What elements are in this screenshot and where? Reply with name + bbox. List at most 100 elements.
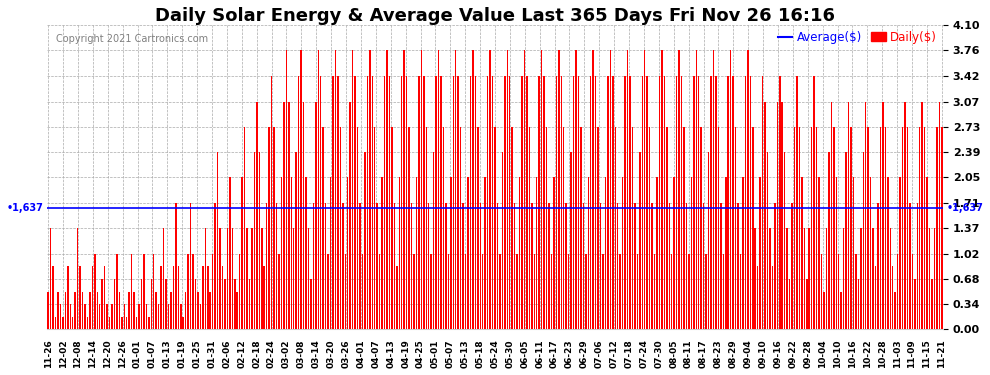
Bar xyxy=(529,127,530,330)
Bar xyxy=(187,254,189,330)
Bar xyxy=(131,254,133,330)
Bar xyxy=(185,292,186,330)
Bar xyxy=(457,76,459,330)
Bar xyxy=(799,127,800,330)
Bar xyxy=(222,266,223,330)
Bar xyxy=(882,102,884,330)
Bar xyxy=(640,152,641,330)
Bar xyxy=(162,228,164,330)
Bar xyxy=(637,254,639,330)
Bar xyxy=(701,127,702,330)
Bar xyxy=(796,76,798,330)
Bar xyxy=(909,202,911,330)
Bar xyxy=(215,202,216,330)
Bar xyxy=(924,127,926,330)
Bar xyxy=(258,152,260,330)
Bar xyxy=(620,254,621,330)
Bar xyxy=(919,127,921,330)
Bar xyxy=(139,304,140,330)
Bar xyxy=(389,76,390,330)
Bar xyxy=(469,76,471,330)
Bar xyxy=(308,228,309,330)
Bar xyxy=(116,254,118,330)
Bar xyxy=(539,76,540,330)
Bar xyxy=(880,127,881,330)
Bar xyxy=(693,76,695,330)
Bar xyxy=(877,202,879,330)
Text: •1,637: •1,637 xyxy=(6,203,44,213)
Bar xyxy=(205,228,206,330)
Bar xyxy=(519,177,521,330)
Bar xyxy=(155,292,157,330)
Bar xyxy=(829,152,830,330)
Bar xyxy=(592,50,594,330)
Bar xyxy=(676,76,677,330)
Bar xyxy=(560,76,562,330)
Bar xyxy=(82,292,83,330)
Bar xyxy=(455,50,456,330)
Bar xyxy=(281,177,282,330)
Bar xyxy=(622,177,624,330)
Bar xyxy=(541,50,543,330)
Bar xyxy=(411,202,412,330)
Bar xyxy=(914,279,916,330)
Bar xyxy=(902,127,903,330)
Bar xyxy=(845,152,846,330)
Bar xyxy=(146,304,148,330)
Bar xyxy=(443,127,445,330)
Bar xyxy=(381,177,383,330)
Bar xyxy=(811,127,813,330)
Bar xyxy=(526,76,528,330)
Bar xyxy=(658,76,660,330)
Bar xyxy=(860,228,861,330)
Bar xyxy=(642,76,644,330)
Bar xyxy=(568,254,569,330)
Bar xyxy=(632,127,634,330)
Bar xyxy=(261,228,262,330)
Bar xyxy=(595,76,596,330)
Bar xyxy=(72,317,73,330)
Bar xyxy=(497,202,498,330)
Bar xyxy=(580,127,582,330)
Bar xyxy=(779,76,780,330)
Bar xyxy=(200,304,201,330)
Bar xyxy=(889,228,891,330)
Bar xyxy=(48,292,49,330)
Bar xyxy=(605,177,606,330)
Bar xyxy=(165,279,166,330)
Bar xyxy=(167,304,169,330)
Bar xyxy=(764,102,766,330)
Bar xyxy=(730,50,732,330)
Bar xyxy=(433,152,435,330)
Bar xyxy=(323,127,324,330)
Bar xyxy=(907,127,908,330)
Bar xyxy=(816,127,818,330)
Bar xyxy=(273,127,275,330)
Bar xyxy=(644,50,645,330)
Bar xyxy=(384,76,385,330)
Text: •1,637: •1,637 xyxy=(946,203,984,213)
Bar xyxy=(278,254,280,330)
Bar xyxy=(504,76,506,330)
Bar xyxy=(351,50,353,330)
Bar xyxy=(89,292,91,330)
Bar xyxy=(744,76,746,330)
Bar xyxy=(836,177,837,330)
Bar xyxy=(939,102,940,330)
Legend: Average($), Daily($): Average($), Daily($) xyxy=(778,31,938,44)
Bar xyxy=(941,127,942,330)
Bar xyxy=(79,266,81,330)
Bar xyxy=(804,228,805,330)
Bar xyxy=(303,102,304,330)
Bar xyxy=(364,152,365,330)
Bar xyxy=(894,292,896,330)
Bar xyxy=(865,102,866,330)
Bar xyxy=(77,228,78,330)
Bar xyxy=(111,304,113,330)
Bar xyxy=(197,292,199,330)
Bar xyxy=(227,228,228,330)
Bar xyxy=(54,317,56,330)
Bar xyxy=(806,279,808,330)
Bar xyxy=(757,266,758,330)
Bar xyxy=(686,202,687,330)
